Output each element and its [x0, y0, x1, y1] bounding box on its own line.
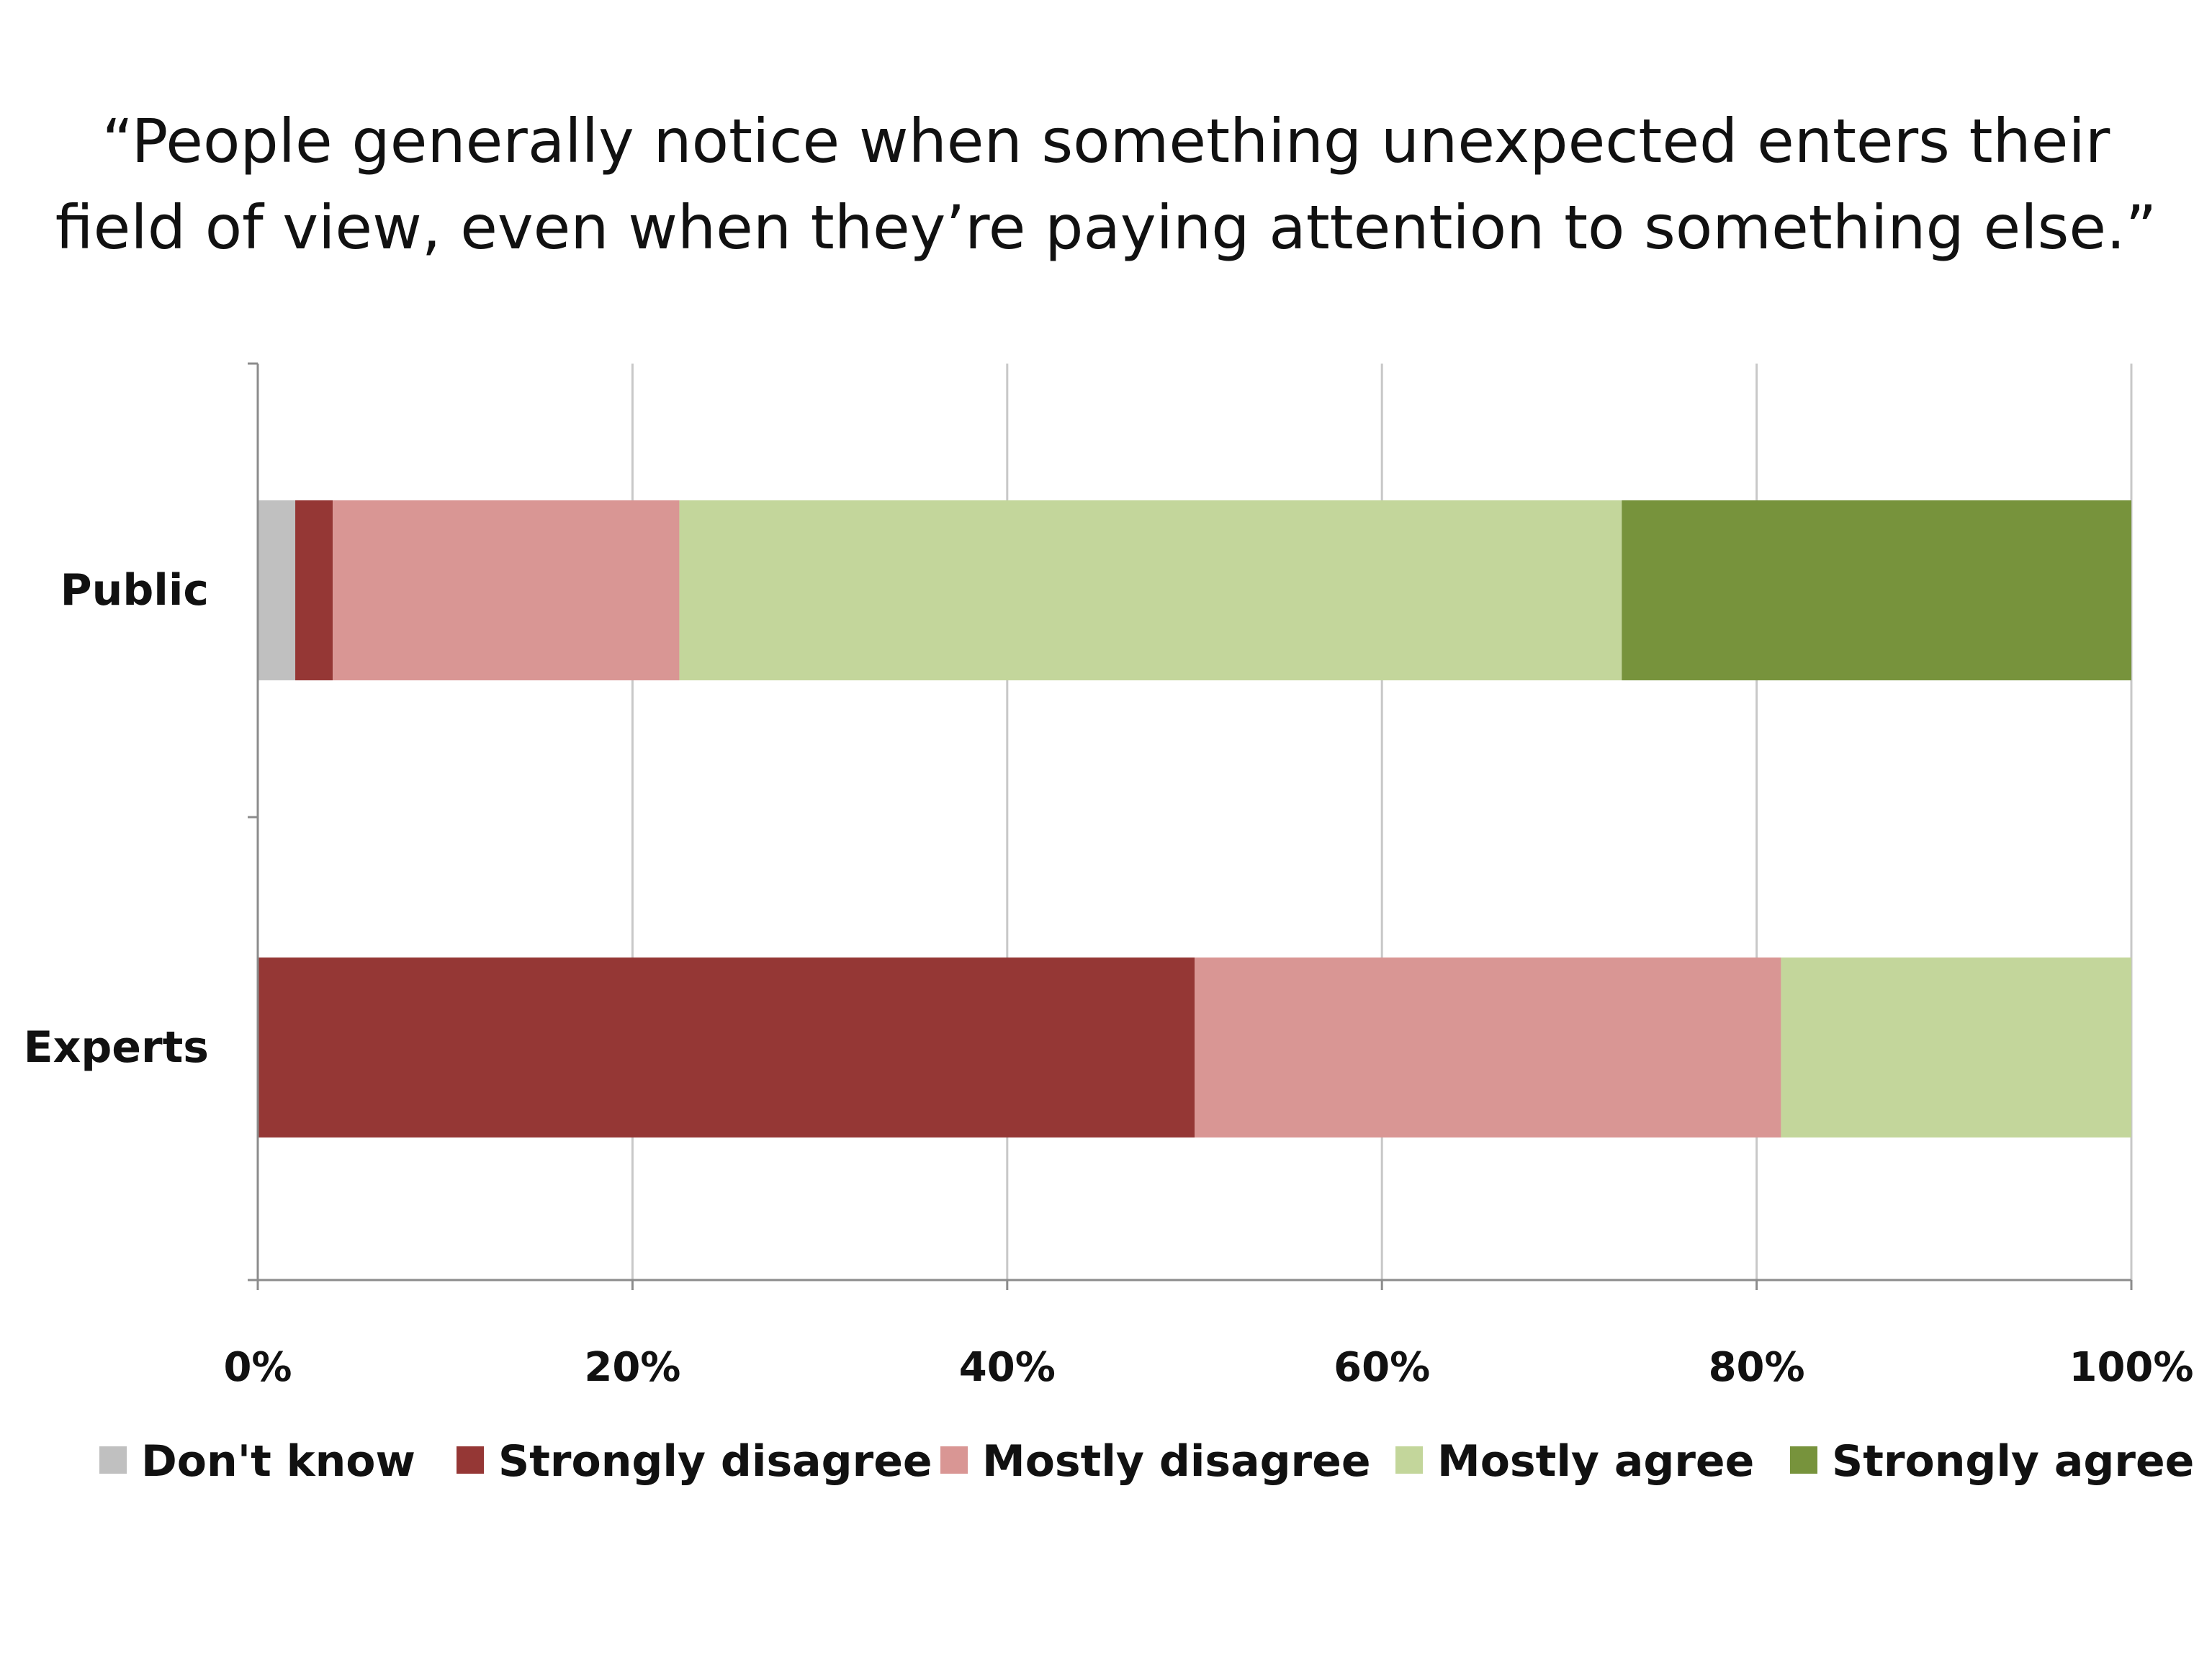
bar-segment-public-mostly-disagree [333, 500, 680, 680]
legend-swatch-mostly-agree [1395, 1446, 1423, 1474]
legend: Don't know Strongly disagree Mostly disagr… [99, 1436, 2194, 1487]
x-tick-label: 20% [584, 1344, 680, 1391]
bar-segment-public-strongly-agree [1622, 500, 2131, 680]
x-tick-label: 60% [1334, 1344, 1430, 1391]
x-tick-label: 0% [223, 1344, 292, 1391]
bar-segment-public-mostly-agree [679, 500, 1622, 680]
x-tick-label: 100% [2069, 1344, 2193, 1391]
legend-swatch-strongly-agree [1790, 1446, 1817, 1474]
legend-swatch-don-t-know [99, 1446, 127, 1474]
legend-label-strongly-disagree: Strongly disagree [498, 1436, 932, 1487]
bar-segment-public-strongly-disagree [295, 500, 333, 680]
legend-swatch-strongly-disagree [457, 1446, 484, 1474]
labels: 0% 20% 40% 60% 80% 100% Public Experts [24, 565, 2194, 1391]
legend-label-strongly-agree: Strongly agree [1832, 1436, 2194, 1487]
bar-segment-public-don-t-know [258, 500, 296, 680]
chart-title-line-1: “People generally notice when something … [102, 106, 2110, 176]
x-tick-label: 40% [959, 1344, 1056, 1391]
bars [258, 500, 2131, 1137]
legend-label-mostly-agree: Mostly agree [1437, 1436, 1754, 1487]
bar-segment-experts-mostly-agree [1781, 958, 2131, 1137]
category-label-public: Public [60, 565, 209, 616]
legend-swatch-mostly-disagree [940, 1446, 968, 1474]
category-label-experts: Experts [24, 1022, 209, 1073]
axes [248, 362, 2133, 1290]
bar-segment-experts-strongly-disagree [258, 958, 1195, 1137]
bar-segment-experts-mostly-disagree [1195, 958, 1781, 1137]
legend-label-don-t-know: Don't know [141, 1436, 415, 1487]
legend-label-mostly-disagree: Mostly disagree [982, 1436, 1371, 1487]
x-tick-label: 80% [1709, 1344, 1805, 1391]
chart-title-line-2: field of view, even when they’re paying … [55, 192, 2157, 263]
